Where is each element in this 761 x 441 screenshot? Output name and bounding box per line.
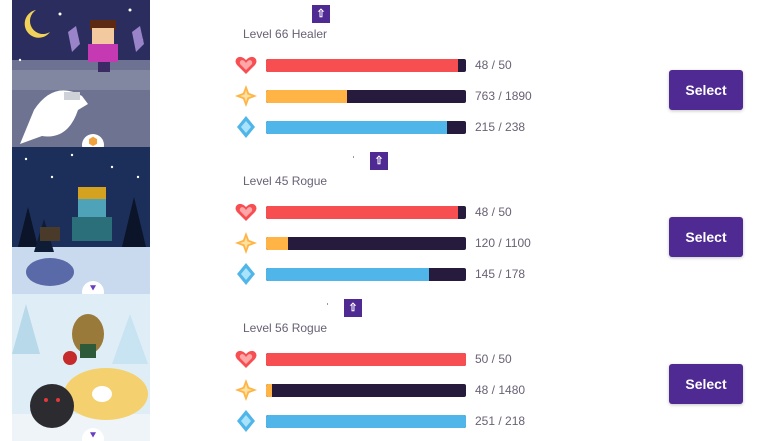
experience-bar [266,90,466,103]
mana-value: 251 / 218 [475,414,526,428]
experience-bar-fill [266,237,288,250]
experience-bar-fill [266,384,273,397]
mana-stat: 215 / 238 [234,115,534,139]
select-button[interactable]: Select [669,364,743,404]
health-bar [266,59,466,72]
health-stat: 50 / 50 [234,347,534,371]
level-text: Level 66 Healer [243,27,328,41]
heart-icon [235,203,257,221]
avatar: ⬢ [12,0,150,147]
mana-bar [266,268,466,281]
health-bar-fill [266,353,466,366]
mana-bar-fill [266,121,447,134]
experience-stat: 48 / 1480 [234,378,534,402]
mana-value: 215 / 238 [475,120,526,134]
health-stat: 48 / 50 [234,200,534,224]
heart-icon [235,56,257,74]
mana-crystal-icon [237,263,255,285]
experience-bar [266,384,466,397]
mana-bar-fill [266,415,466,428]
select-button[interactable]: Select [669,217,743,257]
health-stat: 48 / 50 [234,53,534,77]
avatar: ⯆ [12,294,150,441]
divider [353,156,354,158]
mana-bar [266,121,466,134]
experience-bar-fill [266,90,347,103]
health-bar-fill [266,59,458,72]
chevron-down-icon: ⯆ [88,283,98,294]
mana-stat: 145 / 178 [234,262,534,286]
health-value: 50 / 50 [475,352,512,366]
experience-value: 48 / 1480 [475,383,526,397]
health-bar [266,206,466,219]
level-up-icon: ⇧ [370,152,388,170]
party-member-row: ⯆ ⇧ Level 45 Rogue 48 / 50 120 / 1100 [0,147,761,294]
experience-stat: 120 / 1100 [234,231,534,255]
star-icon [235,232,257,254]
class-badge: ⯆ [82,281,104,294]
health-value: 48 / 50 [475,205,512,219]
star-icon [235,85,257,107]
mana-bar-fill [266,268,429,281]
class-badge: ⯆ [82,428,104,441]
chevron-down-icon: ⯆ [88,430,98,441]
shield-icon: ⬢ [88,136,98,147]
level-text: Level 56 Rogue [243,321,328,335]
experience-stat: 763 / 1890 [234,84,534,108]
star-icon [235,379,257,401]
select-button[interactable]: Select [669,70,743,110]
party-member-row: ⬢ ⇧ Level 66 Healer 48 / 50 763 / 1890 [0,0,761,147]
party-member-row: ⯆ ⇧ Level 56 Rogue 50 / 50 48 / 1480 [0,294,761,441]
mana-crystal-icon [237,410,255,432]
level-up-icon: ⇧ [312,5,330,23]
heart-icon [235,350,257,368]
mana-value: 145 / 178 [475,267,526,281]
avatar: ⯆ [12,147,150,294]
experience-value: 120 / 1100 [475,236,531,250]
mana-stat: 251 / 218 [234,409,534,433]
health-bar [266,353,466,366]
divider [327,303,328,305]
mana-crystal-icon [237,116,255,138]
class-badge: ⬢ [82,134,104,147]
mana-bar [266,415,466,428]
experience-bar [266,237,466,250]
health-value: 48 / 50 [475,58,512,72]
level-text: Level 45 Rogue [243,174,328,188]
health-bar-fill [266,206,458,219]
level-up-icon: ⇧ [344,299,362,317]
experience-value: 763 / 1890 [475,89,532,103]
